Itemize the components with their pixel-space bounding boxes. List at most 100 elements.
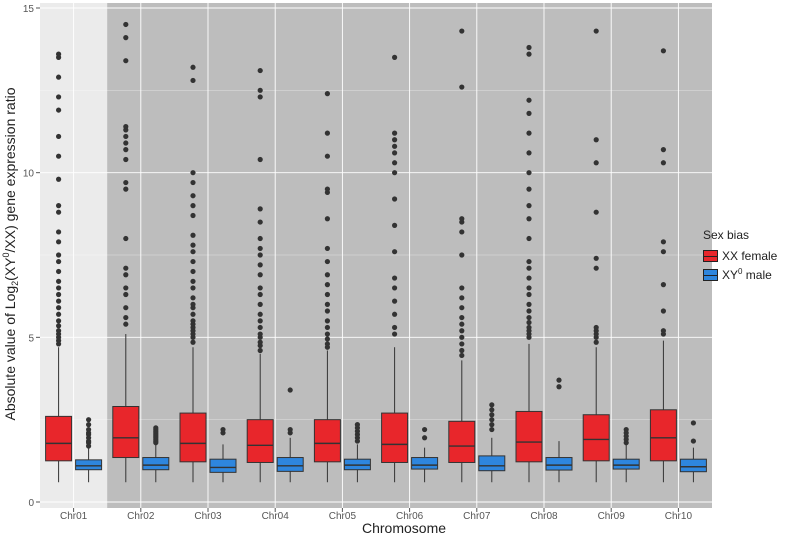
legend: Sex bias XX female XY0 male — [703, 228, 777, 284]
outlier-point — [526, 301, 532, 307]
box-iqr — [313, 419, 341, 463]
outlier-point — [392, 249, 398, 255]
outlier-point — [392, 331, 398, 337]
x-tick-label: Chr09 — [598, 511, 626, 522]
x-tick-label: Chr03 — [194, 511, 222, 522]
outlier-point — [526, 51, 532, 57]
x-axis: Chr01 Chr02 Chr03 Chr04 Chr05 Chr06 Chr07 Chr08… — [60, 508, 692, 522]
box-chr09-xx-female — [582, 28, 610, 483]
outlier-point — [257, 331, 263, 337]
x-tick-label: Chr05 — [329, 511, 357, 522]
outlier-point — [257, 262, 263, 268]
outlier-point — [257, 272, 263, 278]
outlier-point — [190, 232, 196, 238]
outlier-point — [526, 110, 532, 116]
box-chr01-xy0-male — [75, 417, 103, 483]
legend-item-xx-female: XX female — [703, 246, 777, 265]
outlier-point — [287, 387, 293, 393]
outlier-point — [392, 285, 398, 291]
y-axis: 0 5 10 15 — [23, 4, 40, 509]
gridlines — [40, 3, 712, 508]
outlier-point — [56, 323, 62, 329]
outlier-point — [257, 94, 263, 100]
outlier-point — [324, 282, 330, 288]
outlier-point — [459, 328, 465, 334]
outlier-point — [56, 209, 62, 215]
box-chr07-xy0-male — [478, 402, 506, 483]
outlier-point — [123, 321, 129, 327]
outlier-point — [56, 328, 62, 334]
legend-title: Sex bias — [703, 228, 750, 242]
outlier-point — [56, 51, 62, 57]
box-chr06-xx-female — [381, 54, 409, 483]
box-chr05-xy0-male — [343, 422, 371, 483]
box-iqr — [381, 412, 409, 463]
outlier-point — [593, 339, 599, 345]
outlier-point — [556, 377, 562, 383]
outlier-point — [489, 426, 495, 433]
outlier-point — [190, 295, 196, 301]
outlier-point — [526, 186, 532, 192]
outlier-point — [190, 339, 196, 345]
outlier-point — [190, 170, 196, 176]
outlier-point — [660, 328, 667, 334]
outlier-point — [660, 147, 667, 153]
outlier-point — [56, 305, 62, 311]
outlier-point — [526, 258, 532, 265]
box-iqr — [582, 414, 610, 462]
outlier-point — [123, 35, 129, 41]
outlier-point — [257, 156, 263, 163]
outlier-point — [489, 402, 495, 408]
outlier-point — [690, 438, 697, 444]
outlier-point — [56, 203, 62, 209]
outlier-point — [56, 176, 62, 182]
outlier-point — [190, 179, 196, 186]
y-axis-label: Absolute value of Log2(XY0/XX) gene expr… — [1, 87, 20, 420]
box-chr06-xy0-male — [411, 426, 439, 483]
box-iqr — [411, 457, 439, 470]
outlier-point — [56, 239, 62, 245]
outlier-point — [623, 426, 629, 433]
box-iqr — [448, 420, 476, 463]
outlier-point — [324, 272, 330, 278]
outlier-point — [526, 319, 532, 326]
legend-item-xy0-male: XY0 male — [703, 265, 777, 284]
outlier-point — [392, 130, 398, 136]
outlier-point — [593, 265, 599, 271]
outlier-point — [324, 258, 330, 265]
outlier-point — [526, 235, 532, 242]
outlier-point — [257, 324, 263, 331]
outlier-point — [257, 318, 263, 324]
outlier-point — [324, 336, 330, 342]
outlier-point — [354, 422, 360, 428]
outlier-point — [190, 203, 196, 209]
outlier-point — [526, 324, 532, 331]
outlier-point — [392, 298, 398, 304]
outlier-point — [324, 130, 330, 136]
outlier-point — [190, 212, 196, 219]
outlier-point — [257, 219, 263, 225]
outlier-point — [56, 133, 62, 140]
outlier-point — [526, 170, 532, 176]
outlier-point — [489, 417, 495, 423]
outlier-point — [190, 242, 196, 248]
outlier-point — [123, 235, 129, 242]
box-chr10-xy0-male — [679, 420, 707, 483]
box-iqr — [276, 457, 304, 472]
box-iqr — [545, 457, 573, 471]
box-iqr — [246, 419, 274, 463]
outlier-point — [526, 203, 532, 209]
outlier-point — [593, 160, 599, 166]
legend-label-xy0-male: XY0 male — [722, 267, 772, 282]
box-chr04-xy0-male — [276, 387, 304, 483]
outlier-point — [526, 97, 532, 103]
outlier-point — [190, 258, 196, 265]
outlier-point — [56, 311, 62, 317]
y-tick-label: 15 — [23, 4, 35, 15]
x-tick-label: Chr10 — [665, 511, 693, 522]
box-chr05-xx-female — [313, 91, 341, 483]
outlier-point — [526, 130, 532, 136]
outlier-point — [257, 87, 263, 93]
outlier-point — [190, 77, 196, 84]
box-chr03-xy0-male — [209, 426, 237, 483]
